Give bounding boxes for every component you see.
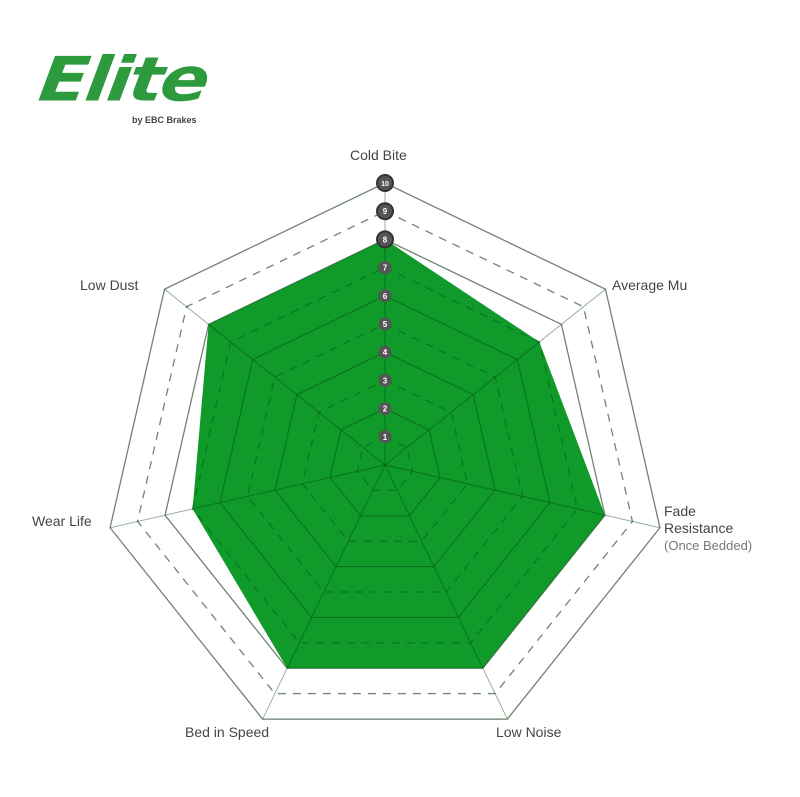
axis-label-low-dust: Low Dust xyxy=(80,277,139,293)
spoke-4 xyxy=(262,464,386,720)
tick-label-3: 3 xyxy=(383,376,388,385)
tick-label-10: 10 xyxy=(381,181,389,188)
grid-ring-overlay-7 xyxy=(192,267,578,644)
axis-label-average-mu: Average Mu xyxy=(612,277,688,293)
tick-badge-3 xyxy=(378,373,392,387)
tick-label-2: 2 xyxy=(383,405,388,414)
logo-subtitle: by EBC Brakes xyxy=(132,115,197,125)
grid-ring-overlay-6 xyxy=(219,295,551,618)
tick-label-7: 7 xyxy=(383,264,388,273)
grid-ring-overlay-1 xyxy=(356,436,414,491)
tick-badge-8 xyxy=(376,230,394,249)
grid-ring-overlay-5 xyxy=(246,323,524,593)
fade-resistance-note: (Once Bedded) xyxy=(664,538,753,553)
tick-badge-7 xyxy=(378,261,392,275)
grid-ring-overlay-4 xyxy=(274,351,496,568)
tick-badge-4 xyxy=(378,345,392,359)
tick-badge-9 xyxy=(376,202,394,221)
spoke-1 xyxy=(384,288,606,466)
axis-label-low-noise: Low Noise xyxy=(496,724,562,740)
fade-resistance-line1: Fade Resistance xyxy=(664,503,734,536)
grid-ring-overlay-3 xyxy=(301,379,469,542)
axis-label-bed-in-speed: Bed in Speed xyxy=(185,724,270,740)
grid-ring-overlay-10 xyxy=(109,182,661,720)
grid-ring-overlay-8 xyxy=(164,238,606,669)
tick-label-5: 5 xyxy=(383,320,388,329)
axis-label-wear-life: Wear Life xyxy=(32,513,92,529)
grid-ring-overlay-2 xyxy=(329,408,441,517)
grid-ring-overlay-9 xyxy=(137,210,633,695)
spoke-2 xyxy=(384,464,661,529)
axis-label-cold-bite: Cold Bite xyxy=(350,147,407,163)
tick-badge-6 xyxy=(378,289,392,303)
tick-badge-10 xyxy=(376,174,394,192)
data-area xyxy=(192,239,605,669)
grid-ring-9 xyxy=(136,210,634,695)
axis-label-fade-resistance: Fade Resistance (Once Bedded) xyxy=(664,503,754,554)
spoke-6 xyxy=(164,288,386,466)
tick-badge-5 xyxy=(378,317,392,331)
spoke-5 xyxy=(109,464,386,529)
tick-label-9: 9 xyxy=(383,207,388,216)
grid-ring-10 xyxy=(109,182,661,720)
elite-logo: Elite by EBC Brakes xyxy=(35,43,250,135)
tick-label-6: 6 xyxy=(383,292,388,301)
tick-badge-1 xyxy=(378,430,392,444)
tick-label-1: 1 xyxy=(383,433,388,442)
spoke-3 xyxy=(384,464,508,720)
tick-label-8: 8 xyxy=(383,235,388,244)
tick-badge-2 xyxy=(378,402,392,416)
tick-label-4: 4 xyxy=(383,348,388,357)
